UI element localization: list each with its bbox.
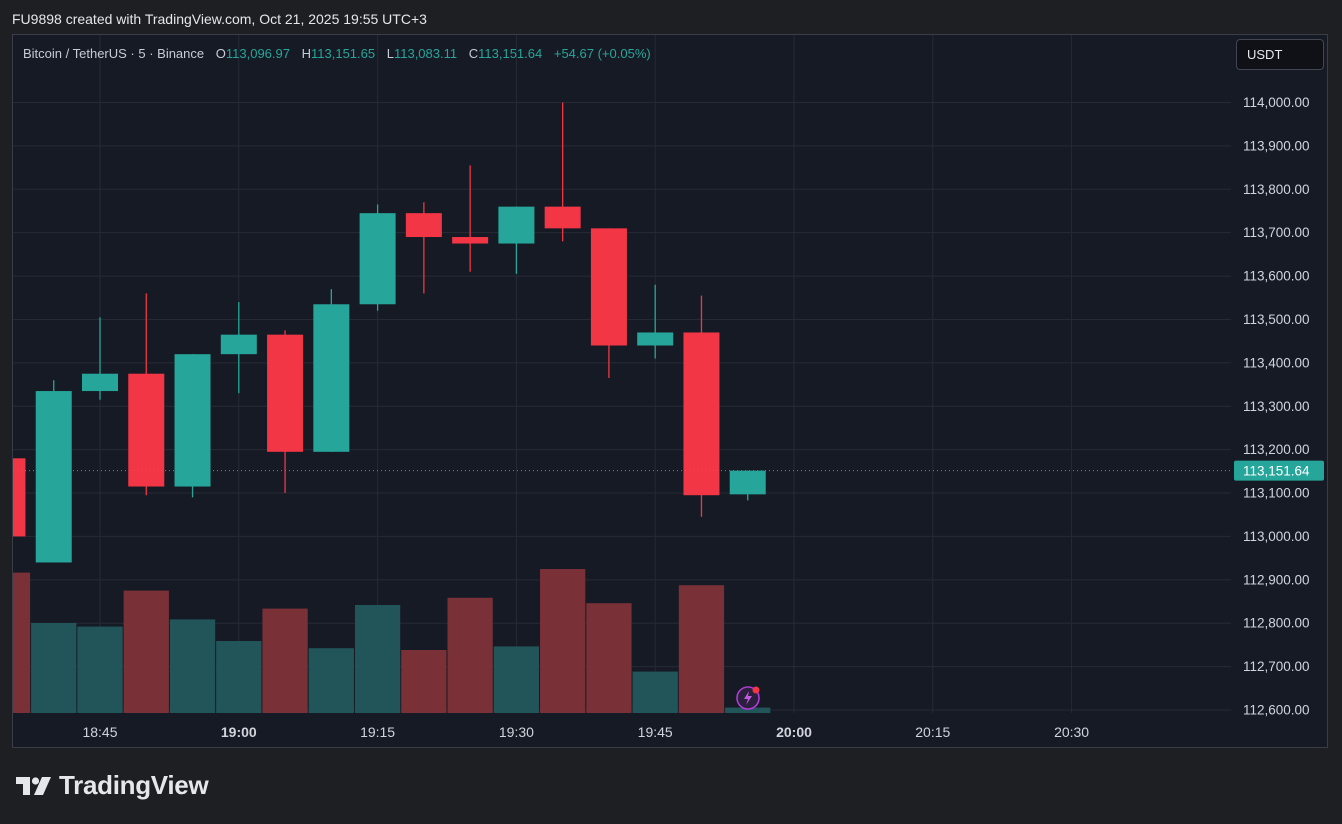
time-axis-label: 18:45 xyxy=(82,724,117,740)
volume-bar xyxy=(632,671,678,713)
chart-attribution: FU9898 created with TradingView.com, Oct… xyxy=(12,11,427,27)
high-value: 113,151.65 xyxy=(311,46,376,61)
volume-bar xyxy=(725,707,771,713)
time-axis-label: 19:45 xyxy=(638,724,673,740)
candle-body[interactable] xyxy=(174,354,211,487)
candle-body[interactable] xyxy=(359,213,396,305)
time-axis-label: 19:15 xyxy=(360,724,395,740)
volume-bar xyxy=(401,650,447,713)
time-axis-label: 20:15 xyxy=(915,724,950,740)
low-label: L xyxy=(386,46,394,61)
candle-body[interactable] xyxy=(35,391,72,563)
candle-body[interactable] xyxy=(637,332,674,346)
last-price-badge xyxy=(1234,460,1324,481)
symbol-legend: Bitcoin / TetherUS · 5 · Binance O113,09… xyxy=(23,46,651,61)
volume-bar xyxy=(123,590,169,713)
candle-body[interactable] xyxy=(13,458,26,537)
candle-body[interactable] xyxy=(544,206,581,229)
price-axis-label: 113,400.00 xyxy=(1243,355,1310,370)
candle-body[interactable] xyxy=(683,332,720,496)
candle-body[interactable] xyxy=(452,237,489,244)
candle-body[interactable] xyxy=(729,470,766,495)
time-axis-label: 20:00 xyxy=(776,724,812,740)
tradingview-logo-icon xyxy=(16,776,51,795)
high-label: H xyxy=(301,46,311,61)
brand-name: TradingView xyxy=(59,770,209,800)
volume-bar xyxy=(447,597,493,713)
price-axis-label: 112,700.00 xyxy=(1243,659,1310,674)
price-axis-label: 113,700.00 xyxy=(1243,225,1310,240)
price-axis-label: 114,000.00 xyxy=(1243,95,1310,110)
volume-bar xyxy=(586,603,632,713)
time-axis-label: 19:30 xyxy=(499,724,534,740)
volume-bar xyxy=(13,572,31,713)
price-axis-label: 112,900.00 xyxy=(1243,572,1310,587)
candle-body[interactable] xyxy=(405,213,442,238)
volume-bar xyxy=(169,619,216,713)
candle-body[interactable] xyxy=(590,228,627,346)
volume-bar xyxy=(678,585,725,713)
tradingview-logo: TradingView xyxy=(16,770,209,801)
symbol-name[interactable]: Bitcoin / TetherUS · 5 · Binance xyxy=(23,46,205,61)
close-value: 113,151.64 xyxy=(478,46,543,61)
time-axis-label: 19:00 xyxy=(221,724,257,740)
chart-background xyxy=(13,35,1327,747)
lightning-bolt-icon[interactable] xyxy=(735,685,761,711)
candle-body[interactable] xyxy=(82,373,118,392)
currency-button[interactable]: USDT xyxy=(1236,39,1324,70)
low-value: 113,083.11 xyxy=(393,46,458,61)
chart-panel[interactable]: Bitcoin / TetherUS · 5 · Binance O113,09… xyxy=(12,34,1328,748)
last-price-label: 113,151.64 xyxy=(1243,464,1310,479)
price-axis-label: 113,500.00 xyxy=(1243,312,1310,327)
price-axis-label: 113,000.00 xyxy=(1243,529,1310,544)
volume-bar xyxy=(262,608,308,713)
candle-body[interactable] xyxy=(220,334,257,355)
volume-bar xyxy=(354,605,401,713)
price-axis-label: 113,100.00 xyxy=(1243,486,1310,501)
price-axis-label: 113,200.00 xyxy=(1243,442,1310,457)
volume-bar xyxy=(77,626,123,713)
price-axis-label: 113,900.00 xyxy=(1243,138,1310,153)
candle-body[interactable] xyxy=(498,206,535,244)
close-label: C xyxy=(468,46,479,61)
candle-body[interactable] xyxy=(128,373,165,487)
change-value: +54.67 (+0.05%) xyxy=(553,46,651,61)
volume-bar xyxy=(216,641,262,713)
open-value: 113,096.97 xyxy=(225,46,290,61)
price-axis-label: 112,600.00 xyxy=(1243,703,1310,718)
price-axis-label: 113,800.00 xyxy=(1243,182,1310,197)
candlestick-chart[interactable]: 114,000.00 113,900.00 113,800.00 113,700.00… xyxy=(13,35,1328,748)
volume-bar xyxy=(493,646,540,713)
time-axis-label: 20:30 xyxy=(1054,724,1089,740)
open-label: O xyxy=(215,46,226,61)
candle-body[interactable] xyxy=(267,334,304,452)
price-axis-label: 113,300.00 xyxy=(1243,399,1310,414)
volume-bar xyxy=(540,569,586,713)
candle-body[interactable] xyxy=(313,304,350,452)
volume-bar xyxy=(31,623,77,713)
price-axis-label: 113,600.00 xyxy=(1243,269,1310,284)
price-axis-label: 112,800.00 xyxy=(1243,616,1310,631)
volume-bar xyxy=(308,648,354,713)
